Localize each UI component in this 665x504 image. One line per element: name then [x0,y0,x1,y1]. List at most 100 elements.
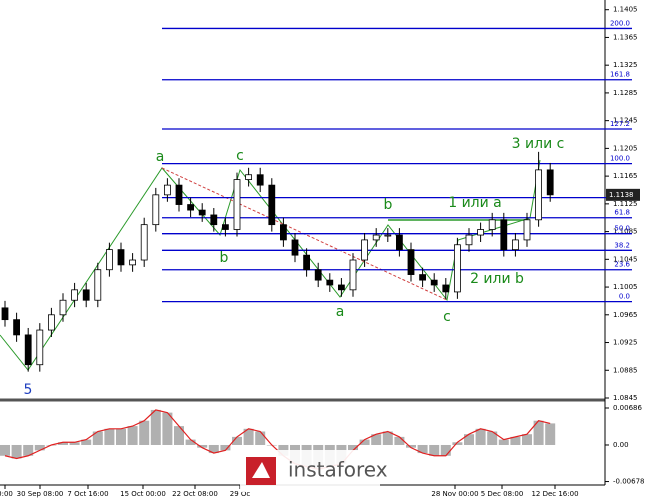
fib-label: 0.0 [619,293,630,301]
osc-bar [382,431,393,445]
wave-label: 2 или b [470,271,524,287]
y-tick-label: 1.1365 [613,33,638,41]
osc-bar [208,444,219,454]
osc-bar [243,428,254,445]
wave-label: c [236,148,244,164]
fib-label: 50.0 [614,225,630,233]
candle-body [326,279,334,286]
candle-body [117,249,125,266]
candle-body [453,244,461,293]
osc-bar [406,444,416,448]
candle-body [221,224,229,230]
candle-body [163,184,171,196]
candle-body [442,284,450,293]
candle-body [106,249,113,271]
osc-bar [162,412,173,445]
candle-body [384,234,392,237]
wave-label: b [220,250,229,266]
osc-bar [81,439,92,445]
osc-bar [464,434,474,445]
candle-body [233,179,241,230]
watermark: instaforex [288,458,388,482]
candle-body [82,289,90,301]
x-tick-label: 0:00 [0,490,13,498]
osc-bar [116,428,126,445]
candle-body [129,259,137,266]
candle-body [349,259,357,291]
wave-label: 3 или c [512,136,565,152]
osc-bar [232,436,242,445]
osc-bar [533,420,544,445]
y-tick-label: 0.00 [613,441,629,449]
fib-label: 127.2 [610,120,630,128]
candle-body [407,249,415,275]
y-tick-label: 1.1125 [613,200,638,208]
y-tick-label: 0.00686 [613,404,642,412]
candle-body [198,209,206,216]
osc-bar [452,442,463,445]
candle-body [488,219,496,230]
osc-bar [197,444,208,448]
x-tick-label: 7 Oct 16:00 [67,490,108,498]
osc-bar [522,434,532,445]
x-tick-label: 15 Oct 00:00 [120,490,166,498]
osc-bar [475,428,486,445]
candle-body [303,254,311,271]
x-tick-label: 28 Nov 00:00 [431,490,478,498]
candle-body [291,239,299,256]
osc-bar [255,431,266,445]
wave-label: b [384,197,393,213]
osc-bar [58,442,68,445]
y-tick-label: 1.0925 [613,339,638,347]
y-tick-label: 1.1325 [613,61,638,69]
osc-bar [394,436,405,445]
osc-bar [417,444,428,454]
x-tick-label: 22 Oct 08:00 [172,490,218,498]
osc-bar [127,426,138,445]
x-tick-label: 30 Sep 08:00 [17,490,64,498]
candle-body [337,284,345,291]
fib-label: 61.8 [614,209,630,217]
wave-label: c [443,309,451,325]
y-tick-label: -0.00678 [613,478,644,486]
osc-bar [104,428,115,445]
candle-body [59,299,67,316]
x-tick-label: 12 Dec 16:00 [531,490,578,498]
candle-body [140,224,148,261]
candle-body [477,229,485,236]
osc-bar [429,444,440,456]
osc-bar [220,444,231,451]
y-tick-label: 1.1245 [613,117,638,125]
candle-body [512,239,519,251]
osc-bar [498,439,509,445]
osc-bar [34,444,45,451]
osc-bar [487,431,498,445]
candle-body [535,169,542,221]
y-tick-label: 1.1085 [613,228,638,236]
candle-body [314,269,322,281]
candle-body [419,274,427,281]
candle-body [210,214,218,226]
candle-body [395,234,403,251]
wave-label: 1 или a [448,195,502,211]
y-tick-label: 1.1205 [613,144,638,152]
y-tick-label: 1.1045 [613,255,638,263]
candle-body [1,307,9,321]
y-tick-label: 1.0965 [613,311,638,319]
candle-body [546,169,554,196]
osc-bar [11,444,22,459]
y-tick-label: 1.1405 [613,6,638,14]
osc-bar [150,409,161,445]
watermark-icon [252,462,270,478]
osc-bar [0,444,10,456]
osc-bar [92,431,103,445]
candle-body [361,239,369,261]
candle-body [71,289,78,301]
candle-body [24,334,32,366]
osc-bar [440,444,451,456]
candle-body [175,184,183,205]
price-label: 1.1138 [609,191,634,199]
fib-label: 200.0 [610,19,630,27]
candle-body [372,234,380,241]
